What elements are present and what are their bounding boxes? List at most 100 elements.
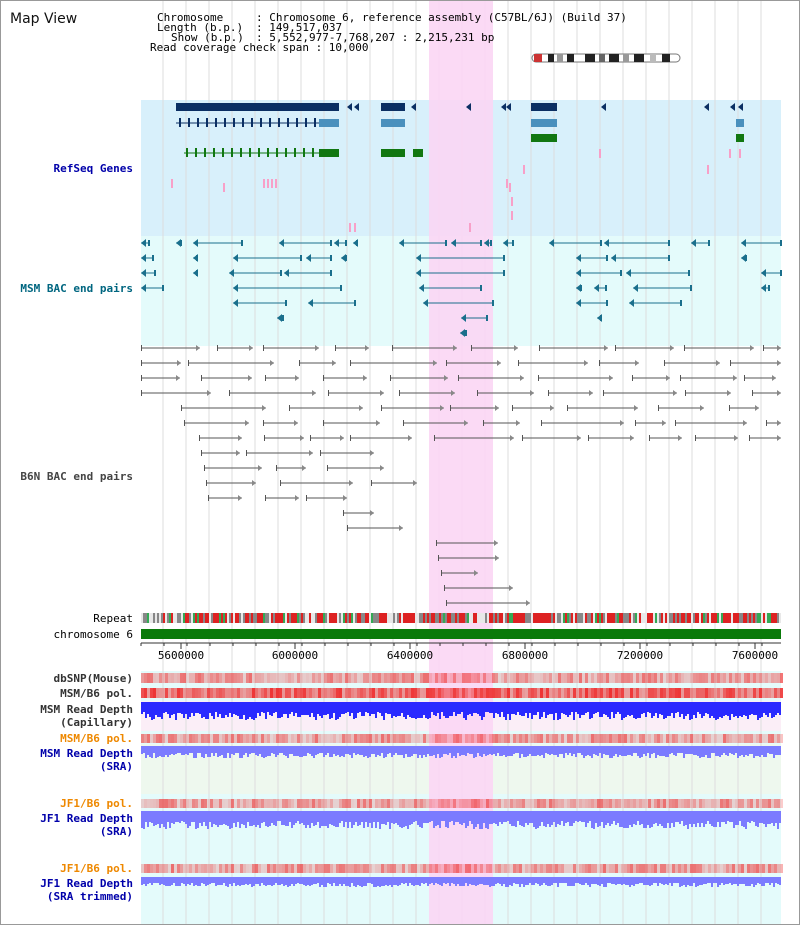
variant-cell bbox=[312, 688, 315, 698]
variant-cell bbox=[633, 688, 636, 698]
variant-cell bbox=[501, 688, 504, 698]
depth-bar bbox=[465, 811, 467, 828]
variant-cell bbox=[300, 799, 303, 808]
variant-cell bbox=[738, 688, 741, 698]
bac-end bbox=[177, 360, 181, 366]
depth-bar bbox=[263, 877, 265, 885]
depth-bar bbox=[449, 746, 451, 753]
depth-bar bbox=[509, 702, 511, 720]
b6n-bac-pair-glyphs[interactable] bbox=[141, 345, 781, 621]
bac-end bbox=[208, 495, 209, 501]
bac-end bbox=[285, 300, 287, 306]
depth-bar bbox=[397, 877, 399, 886]
depth-bar bbox=[209, 877, 211, 884]
variant-cell bbox=[144, 864, 147, 873]
repeat-mark bbox=[393, 613, 395, 623]
track-label-refseq[interactable]: RefSeq Genes bbox=[53, 162, 133, 175]
depth-bar bbox=[557, 811, 559, 824]
track-label-jf1-read-depth-sra[interactable]: JF1 Read Depth bbox=[40, 812, 133, 825]
depth-bar bbox=[461, 811, 463, 825]
depth-bar bbox=[211, 746, 213, 753]
repeat-mark bbox=[421, 613, 423, 623]
variant-cell bbox=[624, 864, 627, 873]
depth-bar bbox=[595, 702, 597, 713]
track-label-msm-read-depth-cap[interactable]: MSM Read Depth bbox=[40, 703, 133, 716]
depth-bar bbox=[763, 877, 765, 886]
depth-bar bbox=[625, 877, 627, 885]
bac-end bbox=[520, 375, 524, 381]
variant-cell bbox=[384, 688, 387, 698]
track-label-msm-b6-pol-2[interactable]: MSM/B6 pol. bbox=[60, 732, 133, 745]
bac-end bbox=[280, 480, 281, 486]
bac-end bbox=[464, 420, 468, 426]
track-label-msm-bac[interactable]: MSM BAC end pairs bbox=[20, 282, 133, 295]
depth-bar bbox=[311, 877, 313, 885]
variant-cell bbox=[774, 734, 777, 743]
track-label-msm-read-depth-sra[interactable]: MSM Read Depth bbox=[40, 747, 133, 760]
variant-cell bbox=[672, 799, 675, 808]
track-label-dbsnp[interactable]: dbSNP(Mouse) bbox=[53, 672, 133, 685]
depth-bar bbox=[141, 811, 143, 828]
depth-bar bbox=[723, 877, 725, 885]
depth-bar bbox=[157, 811, 159, 824]
depth-bar bbox=[473, 877, 475, 885]
variant-cell bbox=[495, 799, 498, 808]
depth-bar bbox=[285, 746, 287, 756]
depth-bar bbox=[517, 877, 519, 884]
depth-bar bbox=[301, 746, 303, 757]
depth-bar bbox=[703, 877, 705, 884]
variant-cell bbox=[762, 864, 765, 873]
depth-bar bbox=[503, 702, 505, 717]
depth-bar bbox=[357, 811, 359, 826]
variant-cell bbox=[216, 688, 219, 698]
variant-cell bbox=[600, 734, 603, 743]
depth-bar bbox=[565, 746, 567, 753]
repeat-mark bbox=[245, 613, 247, 623]
variant-cell bbox=[303, 864, 306, 873]
variant-cell bbox=[297, 688, 300, 698]
depth-bar bbox=[465, 877, 467, 883]
repeat-mark bbox=[263, 613, 265, 623]
variant-cell bbox=[603, 799, 606, 808]
bac-end bbox=[196, 345, 200, 351]
variant-cell bbox=[675, 673, 678, 683]
variant-cell bbox=[339, 673, 342, 683]
depth-bar bbox=[455, 746, 457, 758]
depth-bar bbox=[551, 811, 553, 825]
variant-cell bbox=[300, 673, 303, 683]
variant-cell bbox=[297, 864, 300, 873]
depth-bar bbox=[719, 811, 721, 827]
depth-bar bbox=[739, 746, 741, 756]
bac-end bbox=[270, 360, 274, 366]
track-label-msm-b6-pol[interactable]: MSM/B6 pol. bbox=[60, 687, 133, 700]
repeat-mark bbox=[217, 613, 219, 623]
depth-bar bbox=[331, 746, 333, 757]
selection-highlight[interactable] bbox=[429, 1, 493, 924]
variant-cell bbox=[438, 799, 441, 808]
variant-cell bbox=[573, 799, 576, 808]
depth-bar bbox=[427, 877, 429, 886]
track-label-b6n-bac[interactable]: B6N BAC end pairs bbox=[20, 470, 133, 483]
depth-bar bbox=[383, 877, 385, 886]
chromosome-ideogram[interactable] bbox=[531, 53, 681, 63]
variant-cell bbox=[204, 673, 207, 683]
track-label-jf1-b6-pol[interactable]: JF1/B6 pol. bbox=[60, 797, 133, 810]
refseq-gene-glyphs[interactable] bbox=[171, 103, 744, 232]
track-label-jf1-b6-pol-2[interactable]: JF1/B6 pol. bbox=[60, 862, 133, 875]
variant-cell bbox=[171, 688, 174, 698]
repeat-mark bbox=[195, 613, 197, 623]
depth-bar bbox=[579, 746, 581, 753]
depth-bar bbox=[563, 702, 565, 714]
repeat-mark bbox=[683, 613, 685, 623]
repeat-mark bbox=[647, 613, 649, 623]
depth-bar bbox=[609, 811, 611, 826]
variant-cell bbox=[780, 864, 783, 873]
depth-bar bbox=[385, 746, 387, 757]
depth-bar bbox=[169, 877, 171, 886]
variant-cell bbox=[654, 673, 657, 683]
variant-cell bbox=[141, 734, 144, 743]
variant-cell bbox=[495, 688, 498, 698]
msm-bac-pair-glyphs[interactable] bbox=[141, 239, 782, 337]
variant-cell bbox=[318, 734, 321, 743]
track-label-jf1-read-depth-trim[interactable]: JF1 Read Depth bbox=[40, 877, 133, 890]
